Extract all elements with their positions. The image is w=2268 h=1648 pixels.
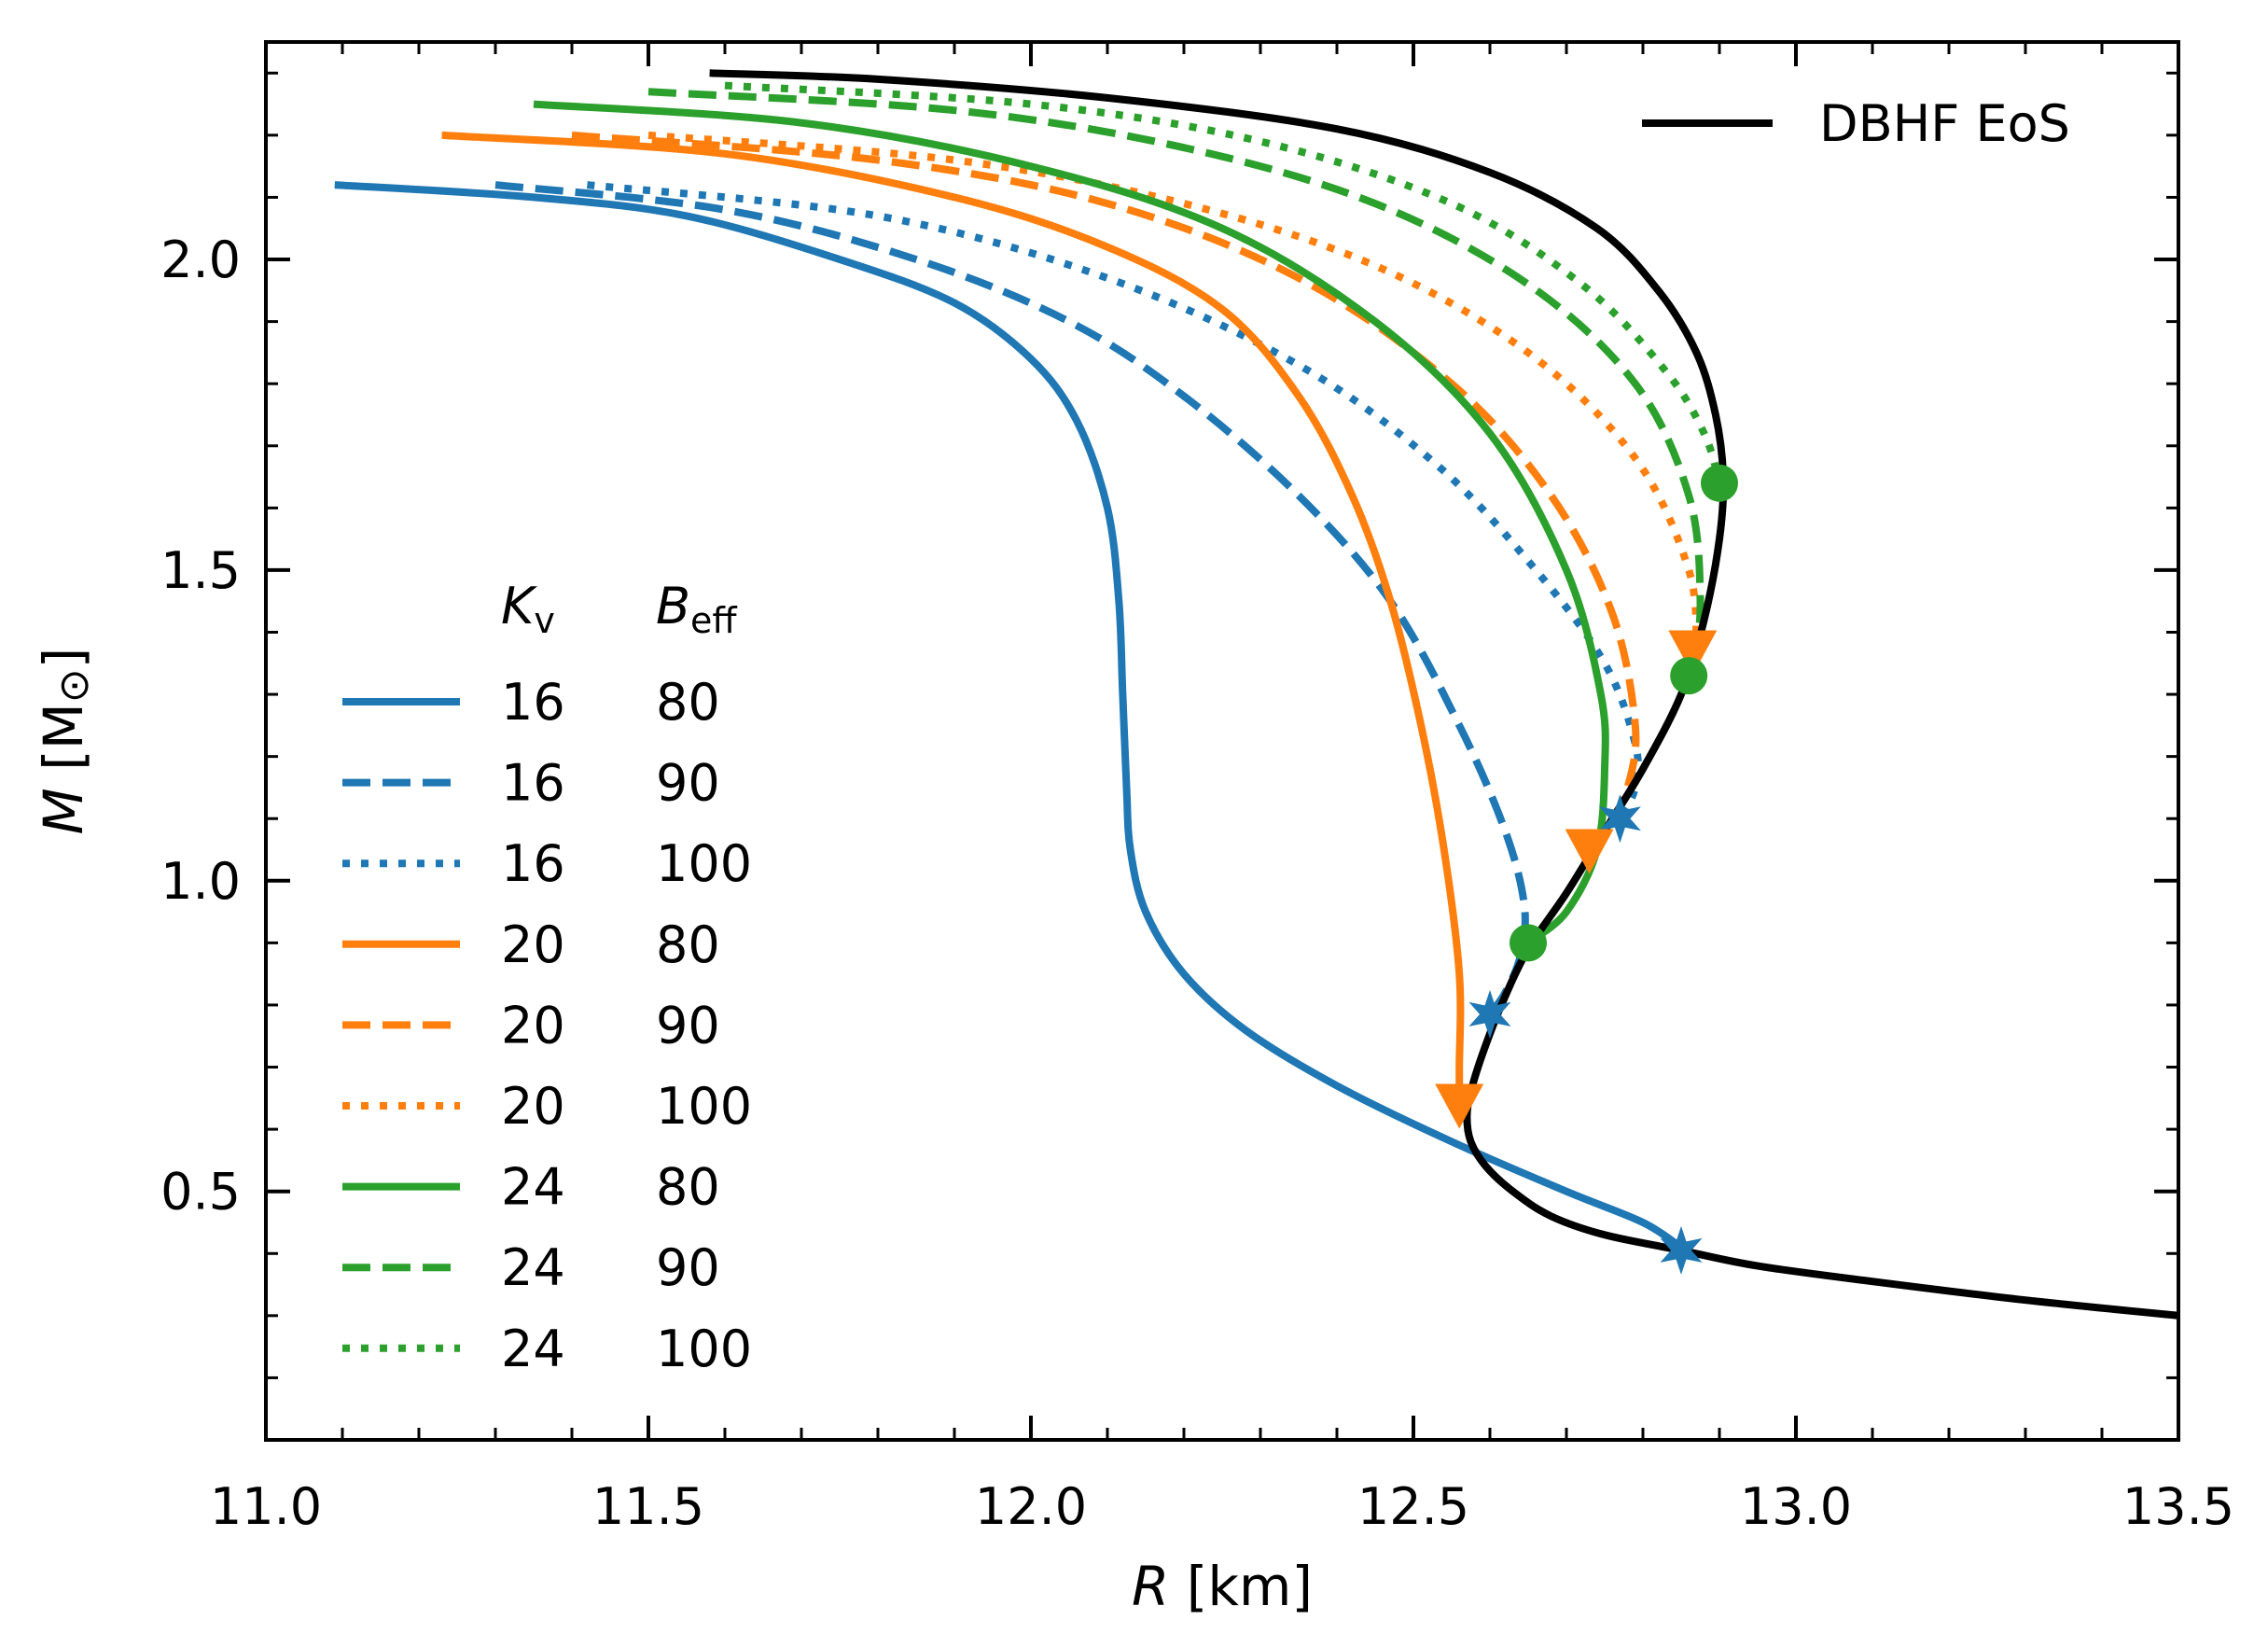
tick-labels: 11.0 11.5 12.0 12.5 13.0 13.5 0.5 1.0 1.5 2.0 — [160, 230, 2234, 1536]
legend-params: Kv Beff 16 80 16 90 16 100 20 80 20 90 20 100 24 80 24… — [342, 577, 752, 1378]
legend-header-beff-sub: eff — [690, 600, 737, 641]
legend-kv-value: 20 — [501, 1077, 565, 1136]
legend-header-beff-symbol: B — [656, 577, 690, 635]
legend-kv-value: 24 — [501, 1158, 565, 1217]
legend-eos-label: DBHF EoS — [1819, 94, 2070, 153]
triangle-marker-kv20-beff90 — [1565, 829, 1614, 874]
legend-kv-value: 20 — [501, 996, 565, 1054]
legend-kv-value: 24 — [501, 1320, 565, 1378]
y-axis-label: M [M⊙] — [32, 648, 98, 835]
series-line-kv24-beff80 — [533, 100, 1609, 946]
legend-kv-value: 16 — [501, 673, 565, 732]
legend-beff-value: 90 — [656, 754, 720, 813]
axis-ticks — [264, 42, 2180, 1442]
y-axis-label-symbol: M — [32, 788, 95, 834]
triangle-marker-kv20-beff100 — [1668, 630, 1718, 676]
series-line-kv24-beff90 — [647, 88, 1704, 677]
legend-kv-value: 16 — [501, 834, 565, 893]
legend-header-kv: Kv — [501, 577, 555, 641]
x-axis-label: R [km] — [1132, 1555, 1313, 1618]
legend-header-kv-symbol: K — [501, 577, 537, 635]
x-tick-label: 12.5 — [1357, 1477, 1469, 1536]
x-tick-label: 11.0 — [210, 1477, 322, 1536]
legend-beff-value: 100 — [656, 1320, 752, 1378]
plot-frame — [264, 40, 2180, 1442]
legend-beff-value: 90 — [656, 996, 720, 1054]
triangle-marker-kv20-beff80 — [1435, 1083, 1484, 1129]
series-line-kv16-beff80 — [334, 181, 1684, 1250]
y-tick-label: 2.0 — [160, 230, 241, 289]
star-marker-kv16-beff80 — [1660, 1225, 1703, 1275]
star-marker-kv16-beff100 — [1598, 794, 1641, 844]
legend-eos: DBHF EoS — [1642, 94, 2070, 153]
x-tick-label: 13.5 — [2122, 1477, 2234, 1536]
sun-symbol: ⊙ — [50, 668, 98, 703]
circle-marker-kv24-beff90 — [1670, 657, 1708, 695]
legend-beff-value: 80 — [656, 673, 720, 732]
curves — [334, 69, 2178, 1320]
circle-marker-kv24-beff80 — [1510, 924, 1547, 962]
star-marker-kv16-beff90 — [1468, 989, 1511, 1039]
y-tick-label: 1.0 — [160, 852, 241, 911]
legend-header-beff: Beff — [656, 577, 737, 641]
x-axis-label-unit: [km] — [1169, 1555, 1313, 1618]
legend-kv-value: 16 — [501, 754, 565, 813]
series-line-kv20-beff100 — [647, 131, 1701, 651]
legend-header-kv-sub: v — [534, 600, 555, 641]
legend-kv-value: 24 — [501, 1238, 565, 1297]
series-line-kv16-beff90 — [494, 181, 1529, 1017]
circle-marker-kv24-beff100 — [1701, 464, 1738, 502]
legend-beff-value: 80 — [656, 1158, 720, 1217]
legend-rows: 16 80 16 90 16 100 20 80 20 90 20 100 24 80 24 90 24 100 — [342, 673, 752, 1378]
y-tick-label: 0.5 — [160, 1163, 241, 1222]
x-axis-label-symbol: R — [1132, 1555, 1169, 1618]
legend-beff-value: 100 — [656, 834, 752, 893]
markers — [1435, 464, 1738, 1275]
x-tick-label: 11.5 — [592, 1477, 704, 1536]
series-line-kv20-beff90 — [571, 131, 1640, 852]
y-axis-label-unit-close: ] — [32, 648, 95, 669]
x-tick-label: 12.0 — [975, 1477, 1087, 1536]
legend-kv-value: 20 — [501, 915, 565, 974]
legend-beff-value: 100 — [656, 1077, 752, 1136]
legend-beff-value: 80 — [656, 915, 720, 974]
y-axis-label-unit-open: [M — [32, 703, 95, 788]
legend-beff-value: 90 — [656, 1238, 720, 1297]
series-line-kv20-beff80 — [441, 131, 1465, 1105]
series-line-kv16-beff100 — [586, 181, 1642, 821]
x-tick-label: 13.0 — [1740, 1477, 1852, 1536]
y-tick-label: 1.5 — [160, 541, 241, 600]
